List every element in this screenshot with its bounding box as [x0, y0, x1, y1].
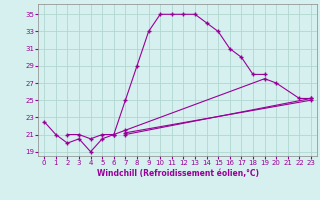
X-axis label: Windchill (Refroidissement éolien,°C): Windchill (Refroidissement éolien,°C)	[97, 169, 259, 178]
